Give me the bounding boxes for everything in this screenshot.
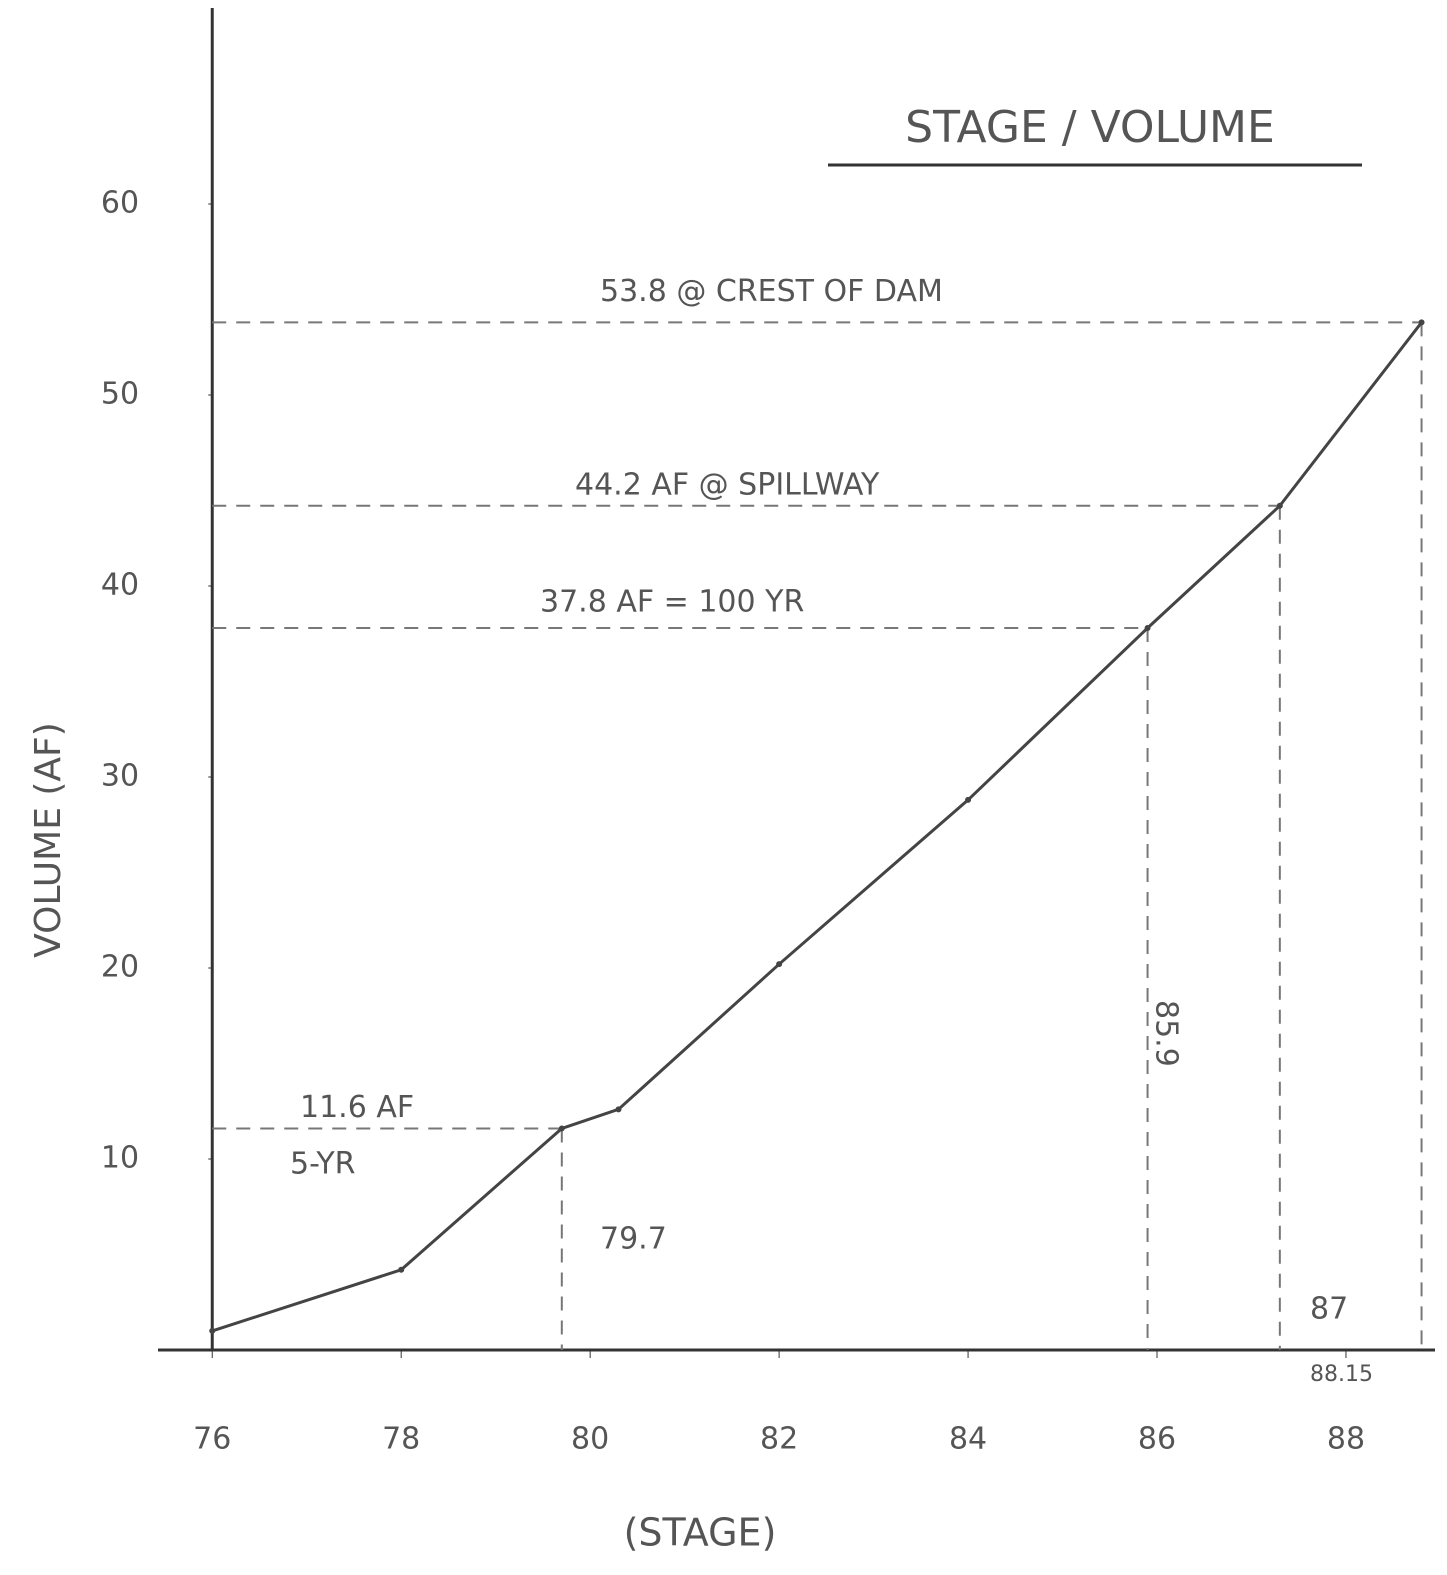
y-tick-label: 50 — [101, 377, 139, 412]
x-axis-label: (STAGE) — [624, 1511, 777, 1555]
data-point — [398, 1266, 405, 1273]
x-tick-label: 84 — [949, 1422, 987, 1457]
data-point — [1418, 319, 1425, 326]
x-tick-label: 80 — [571, 1422, 609, 1457]
x-tick-label: 76 — [193, 1422, 231, 1457]
reference-label: 79.7 — [600, 1222, 667, 1257]
note: 87 — [1310, 1292, 1348, 1327]
data-point — [965, 796, 972, 803]
y-tick-label: 20 — [101, 950, 139, 985]
reference-label: 53.8 @ CREST OF DAM — [600, 274, 943, 309]
reference-label: 37.8 AF = 100 YR — [540, 585, 804, 620]
y-tick-label: 30 — [101, 759, 139, 794]
x-tick-label: 88 — [1327, 1422, 1365, 1457]
x-tick-label: 82 — [760, 1422, 798, 1457]
data-point — [1276, 502, 1283, 509]
reference-label: 85.9 — [1149, 1000, 1184, 1067]
reference-label: 44.2 AF @ SPILLWAY — [575, 467, 880, 502]
reference-label: 11.6 AF — [300, 1090, 414, 1125]
data-point — [776, 961, 783, 968]
y-axis-label: VOLUME (AF) — [28, 722, 69, 958]
chart-title: STAGE / VOLUME — [905, 102, 1275, 153]
data-point — [209, 1327, 216, 1334]
y-tick-label: 60 — [101, 186, 139, 221]
y-tick-label: 10 — [101, 1141, 139, 1176]
data-point — [558, 1125, 565, 1132]
data-point — [1144, 625, 1151, 632]
data-point — [615, 1106, 622, 1113]
x-tick-label: 78 — [382, 1422, 420, 1457]
note: 5-YR — [290, 1147, 356, 1182]
y-tick-label: 40 — [101, 568, 139, 603]
x-tick-label: 86 — [1138, 1422, 1176, 1457]
note: 88.15 — [1310, 1362, 1373, 1387]
